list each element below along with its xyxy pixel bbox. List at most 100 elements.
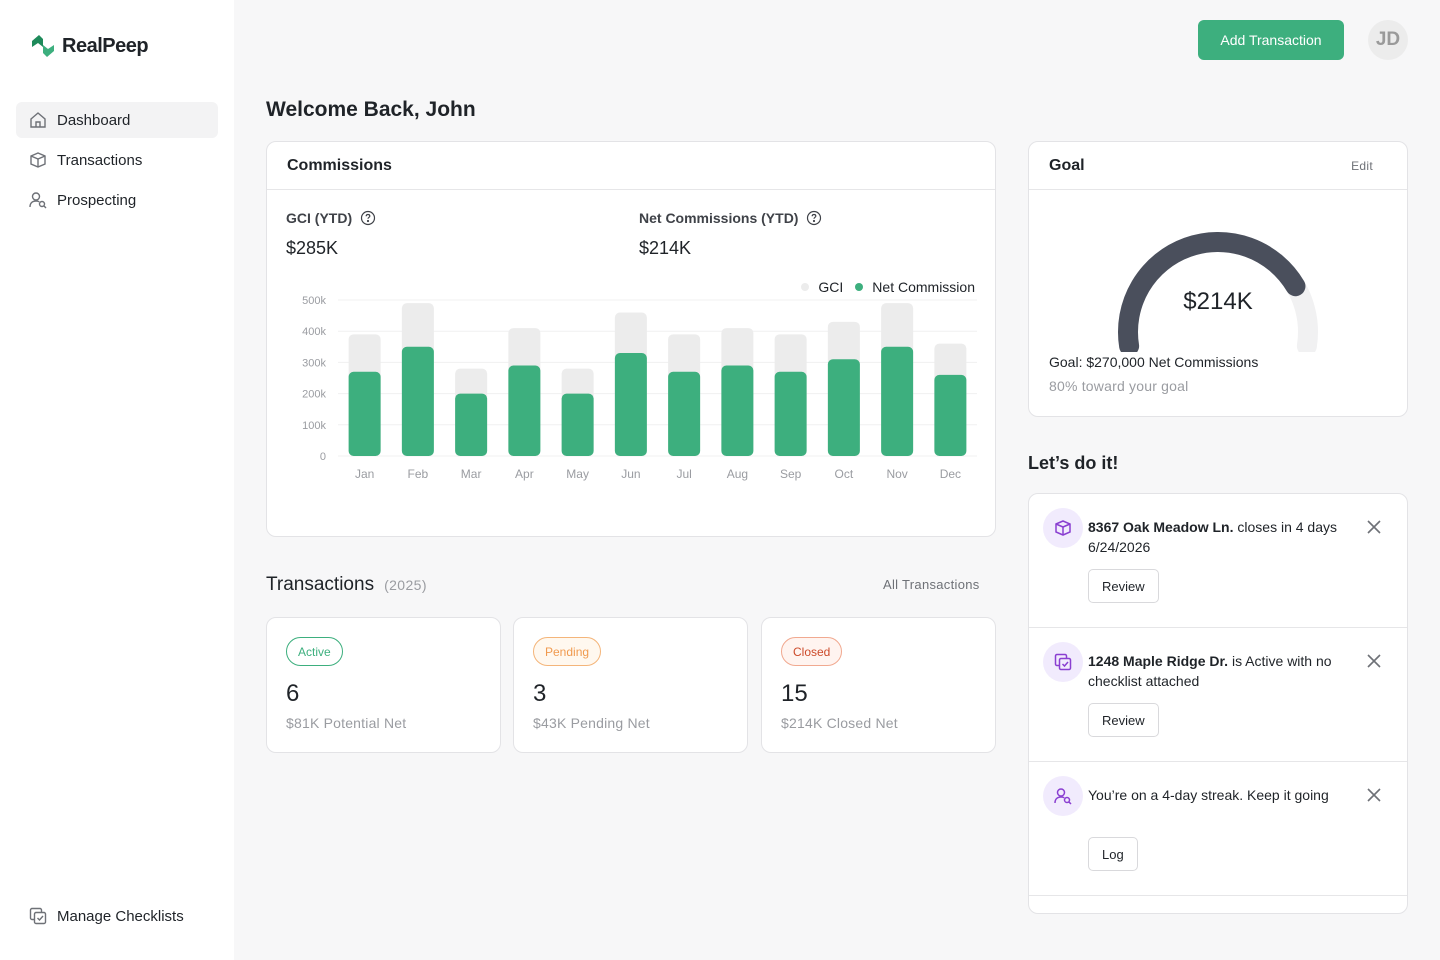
help-icon[interactable] (360, 210, 376, 226)
todo-text: 8367 Oak Meadow Ln. closes in 4 days 6/2… (1088, 517, 1358, 557)
goal-progress-text: 80% toward your goal (1049, 378, 1189, 394)
x-tick-label: Apr (515, 467, 534, 481)
bar-net-commission[interactable] (881, 346, 914, 456)
sidebar: RealPeep Dashboard Transactions Prospect… (0, 0, 234, 960)
todo-title: Let’s do it! (1028, 453, 1119, 473)
bar-net-commission[interactable] (508, 365, 541, 456)
transaction-net: $214K Closed Net (781, 715, 898, 731)
bar-net-commission[interactable] (561, 393, 594, 456)
todo-address: 8367 Oak Meadow Ln. (1088, 519, 1234, 535)
todo-card: 8367 Oak Meadow Ln. closes in 4 days 6/2… (1028, 493, 1408, 914)
bar-net-commission[interactable] (668, 371, 701, 456)
x-tick-label: Mar (461, 467, 482, 481)
x-tick-label: Jan (355, 467, 374, 481)
bar-net-commission[interactable] (827, 359, 860, 456)
legend-net-swatch (855, 283, 864, 291)
sidebar-item-label: Transactions (57, 151, 143, 169)
todo-message: You’re on a 4-day streak. Keep it going (1088, 787, 1329, 803)
sidebar-item-prospecting[interactable]: Prospecting (16, 182, 218, 218)
bar-net-commission[interactable] (774, 371, 807, 456)
sidebar-item-dashboard[interactable]: Dashboard (16, 102, 218, 138)
close-icon[interactable] (1365, 652, 1383, 670)
transactions-heading: Transactions (2025) (266, 574, 427, 596)
checklist-icon (29, 907, 47, 925)
logo-icon (32, 35, 54, 57)
checklist-icon (1054, 653, 1072, 671)
todo-text: 1248 Maple Ridge Dr. is Active with no c… (1088, 651, 1358, 691)
goal-text: Goal: $270,000 Net Commissions (1049, 354, 1259, 370)
legend-net: Net Commission (855, 279, 975, 295)
y-tick-label: 500k (302, 295, 326, 307)
y-tick-label: 200k (302, 389, 326, 401)
transaction-card-active[interactable]: Active 6 $81K Potential Net (266, 617, 501, 753)
legend-gci-swatch (801, 283, 810, 291)
y-tick-label: 100k (302, 420, 326, 432)
transaction-net: $43K Pending Net (533, 715, 650, 731)
commissions-title: Commissions (287, 156, 392, 174)
bar-net-commission[interactable] (934, 374, 967, 456)
review-button[interactable]: Review (1088, 569, 1159, 603)
chart-legend: GCI Net Commission (801, 279, 975, 295)
x-tick-label: Dec (940, 467, 961, 481)
net-label: Net Commissions (YTD) (639, 210, 799, 226)
box-icon (1055, 520, 1071, 536)
todo-item: 8367 Oak Meadow Ln. closes in 4 days 6/2… (1029, 494, 1407, 628)
page-title: Welcome Back, John (266, 98, 476, 121)
goal-header: Goal Edit (1029, 142, 1407, 190)
x-tick-label: Oct (835, 467, 854, 481)
goal-card: Goal Edit $214K Goal: $270,000 Net Commi… (1028, 141, 1408, 417)
legend-gci-label: GCI (818, 279, 844, 295)
x-tick-label: Feb (408, 467, 429, 481)
gauge-fill (1118, 232, 1306, 352)
x-tick-label: May (566, 467, 589, 481)
bar-net-commission[interactable] (614, 353, 647, 456)
transactions-year: (2025) (384, 577, 427, 593)
user-search-icon (29, 192, 47, 209)
y-tick-label: 400k (302, 326, 326, 338)
help-icon[interactable] (806, 210, 822, 226)
net-value: $214K (639, 238, 692, 258)
transaction-count: 6 (286, 680, 300, 707)
commissions-card: Commissions GCI (YTD) $285K Net Commissi… (266, 141, 996, 537)
goal-title: Goal (1049, 156, 1085, 174)
y-tick-label: 300k (302, 357, 326, 369)
sidebar-item-label: Manage Checklists (57, 907, 184, 925)
todo-address: 1248 Maple Ridge Dr. (1088, 653, 1229, 669)
sidebar-item-transactions[interactable]: Transactions (16, 142, 218, 178)
bar-net-commission[interactable] (455, 393, 488, 456)
bar-net-commission[interactable] (721, 365, 754, 456)
transaction-card-closed[interactable]: Closed 15 $214K Closed Net (761, 617, 996, 753)
bar-net-commission[interactable] (401, 346, 434, 456)
legend-net-label: Net Commission (872, 279, 975, 295)
gci-label: GCI (YTD) (286, 210, 353, 226)
todo-item: You’re on a 4-day streak. Keep it going … (1029, 762, 1407, 896)
log-button[interactable]: Log (1088, 837, 1138, 871)
avatar[interactable]: JD (1368, 20, 1408, 60)
user-search-icon (1054, 788, 1072, 805)
status-badge: Closed (781, 637, 843, 666)
review-button[interactable]: Review (1088, 703, 1159, 737)
add-transaction-button[interactable]: Add Transaction (1198, 20, 1344, 60)
sidebar-item-label: Prospecting (57, 191, 137, 209)
x-tick-label: Jun (621, 467, 640, 481)
all-transactions-link[interactable]: All Transactions (883, 577, 980, 592)
sidebar-nav: Dashboard Transactions Prospecting (16, 102, 218, 222)
close-icon[interactable] (1365, 518, 1383, 536)
legend-gci: GCI (801, 279, 843, 295)
sidebar-bottom: Manage Checklists (16, 898, 218, 938)
home-icon (30, 112, 46, 128)
transaction-card-pending[interactable]: Pending 3 $43K Pending Net (513, 617, 748, 753)
sidebar-item-label: Dashboard (57, 111, 131, 129)
logo[interactable]: RealPeep (30, 33, 149, 59)
bar-net-commission[interactable] (348, 371, 381, 456)
sidebar-item-manage-checklists[interactable]: Manage Checklists (16, 898, 218, 934)
edit-goal-link[interactable]: Edit (1351, 158, 1373, 173)
commissions-bar-chart: 500k 400k 300k 200k 100k 0 Jan Feb Mar Apr May Jun J… (302, 295, 977, 481)
gci-value: $285K (286, 238, 339, 258)
app-name: RealPeep (62, 34, 149, 57)
status-badge: Pending (533, 637, 602, 666)
close-icon[interactable] (1365, 786, 1383, 804)
transactions-title: Transactions (266, 574, 375, 595)
x-tick-label: Aug (727, 467, 748, 481)
status-badge: Active (286, 637, 343, 666)
